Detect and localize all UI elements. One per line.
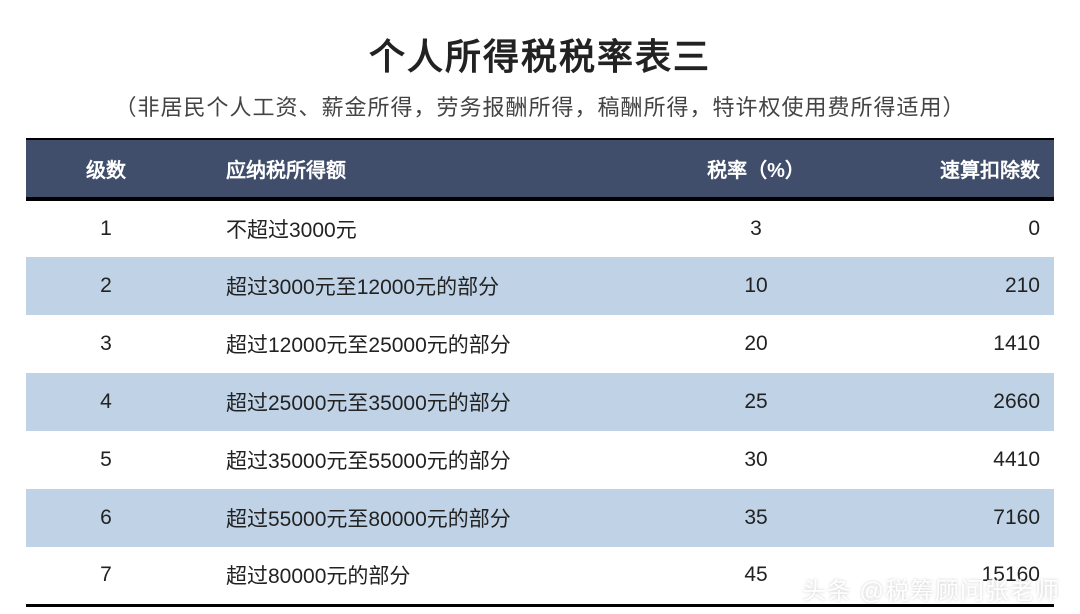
cell-range: 超过35000元至55000元的部分 bbox=[186, 431, 666, 489]
cell-level: 6 bbox=[26, 489, 186, 547]
cell-level: 4 bbox=[26, 373, 186, 431]
col-header-deduct: 速算扣除数 bbox=[846, 139, 1054, 199]
cell-deduct: 2660 bbox=[846, 373, 1054, 431]
cell-deduct: 0 bbox=[846, 199, 1054, 257]
col-header-rate: 税率（%） bbox=[666, 139, 846, 199]
cell-rate: 10 bbox=[666, 257, 846, 315]
cell-level: 5 bbox=[26, 431, 186, 489]
cell-deduct: 210 bbox=[846, 257, 1054, 315]
cell-rate: 25 bbox=[666, 373, 846, 431]
cell-range: 超过80000元的部分 bbox=[186, 547, 666, 605]
cell-rate: 20 bbox=[666, 315, 846, 373]
cell-range: 超过3000元至12000元的部分 bbox=[186, 257, 666, 315]
table-row: 4 超过25000元至35000元的部分 25 2660 bbox=[26, 373, 1054, 431]
table-row: 1 不超过3000元 3 0 bbox=[26, 199, 1054, 257]
cell-deduct: 4410 bbox=[846, 431, 1054, 489]
cell-range: 超过12000元至25000元的部分 bbox=[186, 315, 666, 373]
col-header-level: 级数 bbox=[26, 139, 186, 199]
cell-level: 1 bbox=[26, 199, 186, 257]
table-row: 7 超过80000元的部分 45 15160 bbox=[26, 547, 1054, 605]
tax-rate-table: 级数 应纳税所得额 税率（%） 速算扣除数 1 不超过3000元 3 0 2 超… bbox=[26, 138, 1054, 607]
cell-level: 7 bbox=[26, 547, 186, 605]
table-row: 3 超过12000元至25000元的部分 20 1410 bbox=[26, 315, 1054, 373]
cell-deduct: 15160 bbox=[846, 547, 1054, 605]
tax-table-page: 个人所得税税率表三 （非居民个人工资、薪金所得，劳务报酬所得，稿酬所得，特许权使… bbox=[0, 0, 1080, 607]
cell-rate: 45 bbox=[666, 547, 846, 605]
cell-deduct: 7160 bbox=[846, 489, 1054, 547]
cell-deduct: 1410 bbox=[846, 315, 1054, 373]
cell-range: 超过55000元至80000元的部分 bbox=[186, 489, 666, 547]
cell-level: 3 bbox=[26, 315, 186, 373]
page-subtitle: （非居民个人工资、薪金所得，劳务报酬所得，稿酬所得，特许权使用费所得适用） bbox=[26, 90, 1054, 122]
cell-range: 超过25000元至35000元的部分 bbox=[186, 373, 666, 431]
cell-rate: 30 bbox=[666, 431, 846, 489]
page-title: 个人所得税税率表三 bbox=[26, 28, 1054, 80]
cell-level: 2 bbox=[26, 257, 186, 315]
table-row: 5 超过35000元至55000元的部分 30 4410 bbox=[26, 431, 1054, 489]
table-row: 6 超过55000元至80000元的部分 35 7160 bbox=[26, 489, 1054, 547]
col-header-range: 应纳税所得额 bbox=[186, 139, 666, 199]
table-header-row: 级数 应纳税所得额 税率（%） 速算扣除数 bbox=[26, 139, 1054, 199]
cell-range: 不超过3000元 bbox=[186, 199, 666, 257]
cell-rate: 35 bbox=[666, 489, 846, 547]
table-row: 2 超过3000元至12000元的部分 10 210 bbox=[26, 257, 1054, 315]
cell-rate: 3 bbox=[666, 199, 846, 257]
